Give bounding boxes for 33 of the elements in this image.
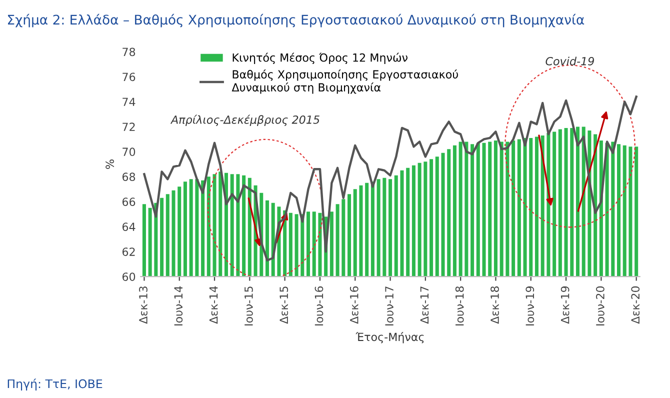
y-tick-label: 66 bbox=[122, 198, 136, 206]
text: Πηγή: ΤτΕ, ΙΟΒΕ bbox=[8, 378, 102, 391]
x-tick-label: Δεκ-19 bbox=[560, 286, 570, 324]
y-tick-label: 60 bbox=[122, 272, 136, 281]
y-tick-label: 74 bbox=[122, 98, 136, 106]
x-tick-label: Ιουν-20 bbox=[596, 286, 604, 326]
x-tick-label: Ιουν-17 bbox=[385, 286, 394, 326]
x-tick-label: Δεκ-20 bbox=[631, 286, 640, 324]
x-tick-label: Ιουν-19 bbox=[526, 286, 534, 326]
x-tick-label: Ιουν-14 bbox=[174, 286, 183, 326]
y-tick-label: 78 bbox=[122, 48, 136, 56]
x-tick-label: Δεκ-13 bbox=[139, 286, 148, 324]
legend-label: Βαθμός Χρησιμοποίησης Εργοστασιακού Δυναμικού στη Βιομηχανία bbox=[232, 70, 458, 94]
y-tick-label: 72 bbox=[122, 122, 135, 131]
x-tick-label: Δεκ-15 bbox=[280, 286, 288, 324]
x-tick-label: Ιουν-16 bbox=[314, 286, 324, 326]
y-tick-label: 68 bbox=[122, 172, 136, 182]
x-tick-label: Ιουν-18 bbox=[455, 286, 464, 326]
y-tick-label: 64 bbox=[122, 222, 136, 232]
x-tick-label: Δεκ-18 bbox=[490, 286, 499, 324]
x-tick-label: Δεκ-17 bbox=[420, 286, 429, 324]
y-axis-title: % bbox=[106, 160, 114, 169]
annotation: Απρίλιος-Δεκέμβριος 2015 bbox=[170, 114, 320, 126]
x-tick-label: Δεκ-16 bbox=[350, 286, 358, 324]
x-tick-label: Ιουν-15 bbox=[244, 286, 253, 326]
x-axis-title: Έτος-Μήνας bbox=[356, 332, 424, 344]
chart-title: Σχήμα 2: Ελλάδα – Βαθμός Χρησιμοποίησης Εργοστασιακού Δυναμικού στη Βιομηχανία bbox=[8, 14, 584, 28]
y-tick-label: 70 bbox=[122, 148, 136, 156]
x-tick-label: Δεκ-14 bbox=[209, 286, 218, 324]
legend-label: Κινητός Μέσος Όρος 12 Μηνών bbox=[232, 52, 408, 64]
y-tick-label: 62 bbox=[122, 248, 135, 256]
y-tick-label: 76 bbox=[122, 72, 136, 82]
annotation: Covid-19 bbox=[546, 56, 594, 66]
